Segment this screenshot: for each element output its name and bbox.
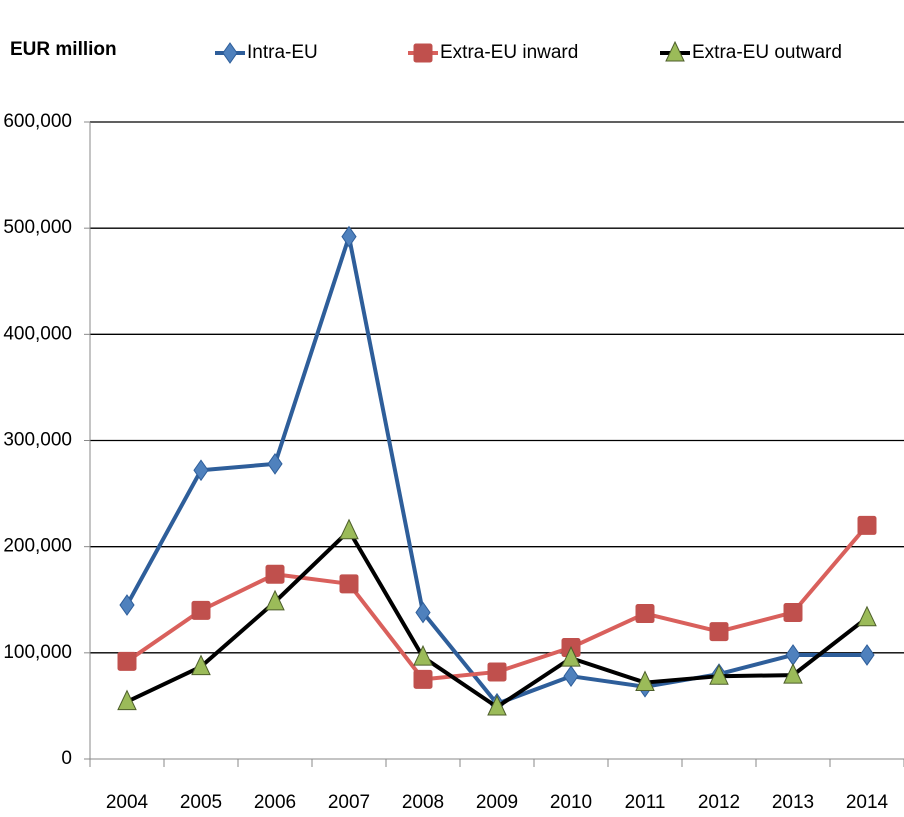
x-tick-label: 2008 (402, 792, 444, 813)
data-point (563, 665, 579, 688)
data-point (339, 518, 359, 540)
x-tick-label: 2004 (106, 792, 149, 813)
x-tick-label: 2007 (328, 792, 370, 813)
y-tick-label: 400,000 (3, 323, 72, 344)
data-point (783, 602, 803, 622)
x-tick-label: 2006 (254, 792, 296, 813)
chart-title: EUR million (10, 39, 117, 60)
data-point (191, 600, 211, 620)
data-point (117, 689, 137, 711)
data-point (709, 622, 729, 642)
data-point (265, 564, 285, 584)
x-tick-label: 2009 (476, 792, 518, 813)
data-point (859, 644, 875, 666)
series-line (125, 524, 869, 682)
y-tick-label: 100,000 (3, 642, 72, 663)
data-point (267, 452, 283, 475)
x-tick-label: 2005 (180, 792, 222, 813)
data-point (635, 604, 655, 624)
data-point (561, 645, 581, 667)
data-point (487, 662, 507, 682)
data-point (709, 664, 729, 685)
data-point (339, 574, 359, 594)
data-point (857, 515, 877, 535)
data-point (487, 694, 507, 716)
data-point (119, 594, 135, 616)
y-tick-label: 500,000 (3, 217, 72, 238)
legend-marker (665, 40, 685, 62)
data-point (117, 651, 137, 671)
data-point (413, 644, 433, 666)
data-point (415, 601, 431, 624)
data-point (341, 225, 357, 248)
y-tick-label: 200,000 (3, 536, 72, 557)
x-tick-label: 2013 (772, 792, 814, 813)
data-point (265, 589, 285, 611)
y-tick-label: 300,000 (3, 430, 72, 451)
x-tick-label: 2011 (625, 792, 666, 813)
data-point (413, 669, 433, 689)
legend-marker (413, 43, 433, 63)
data-point (857, 605, 877, 627)
x-tick-label: 2010 (550, 792, 592, 813)
data-point (785, 644, 801, 666)
data-point (191, 654, 211, 676)
y-tick-label: 600,000 (3, 111, 72, 132)
x-tick-label: 2012 (698, 792, 740, 813)
x-tick-label: 2014 (846, 792, 889, 813)
data-point (193, 459, 209, 482)
data-point (783, 662, 803, 684)
legend-label: Extra-EU outward (692, 42, 842, 63)
legend-marker (222, 42, 238, 64)
data-point (635, 670, 655, 692)
legend-label: Extra-EU inward (440, 42, 578, 63)
y-tick-label: 0 (61, 748, 72, 769)
legend-label: Intra-EU (247, 42, 318, 63)
